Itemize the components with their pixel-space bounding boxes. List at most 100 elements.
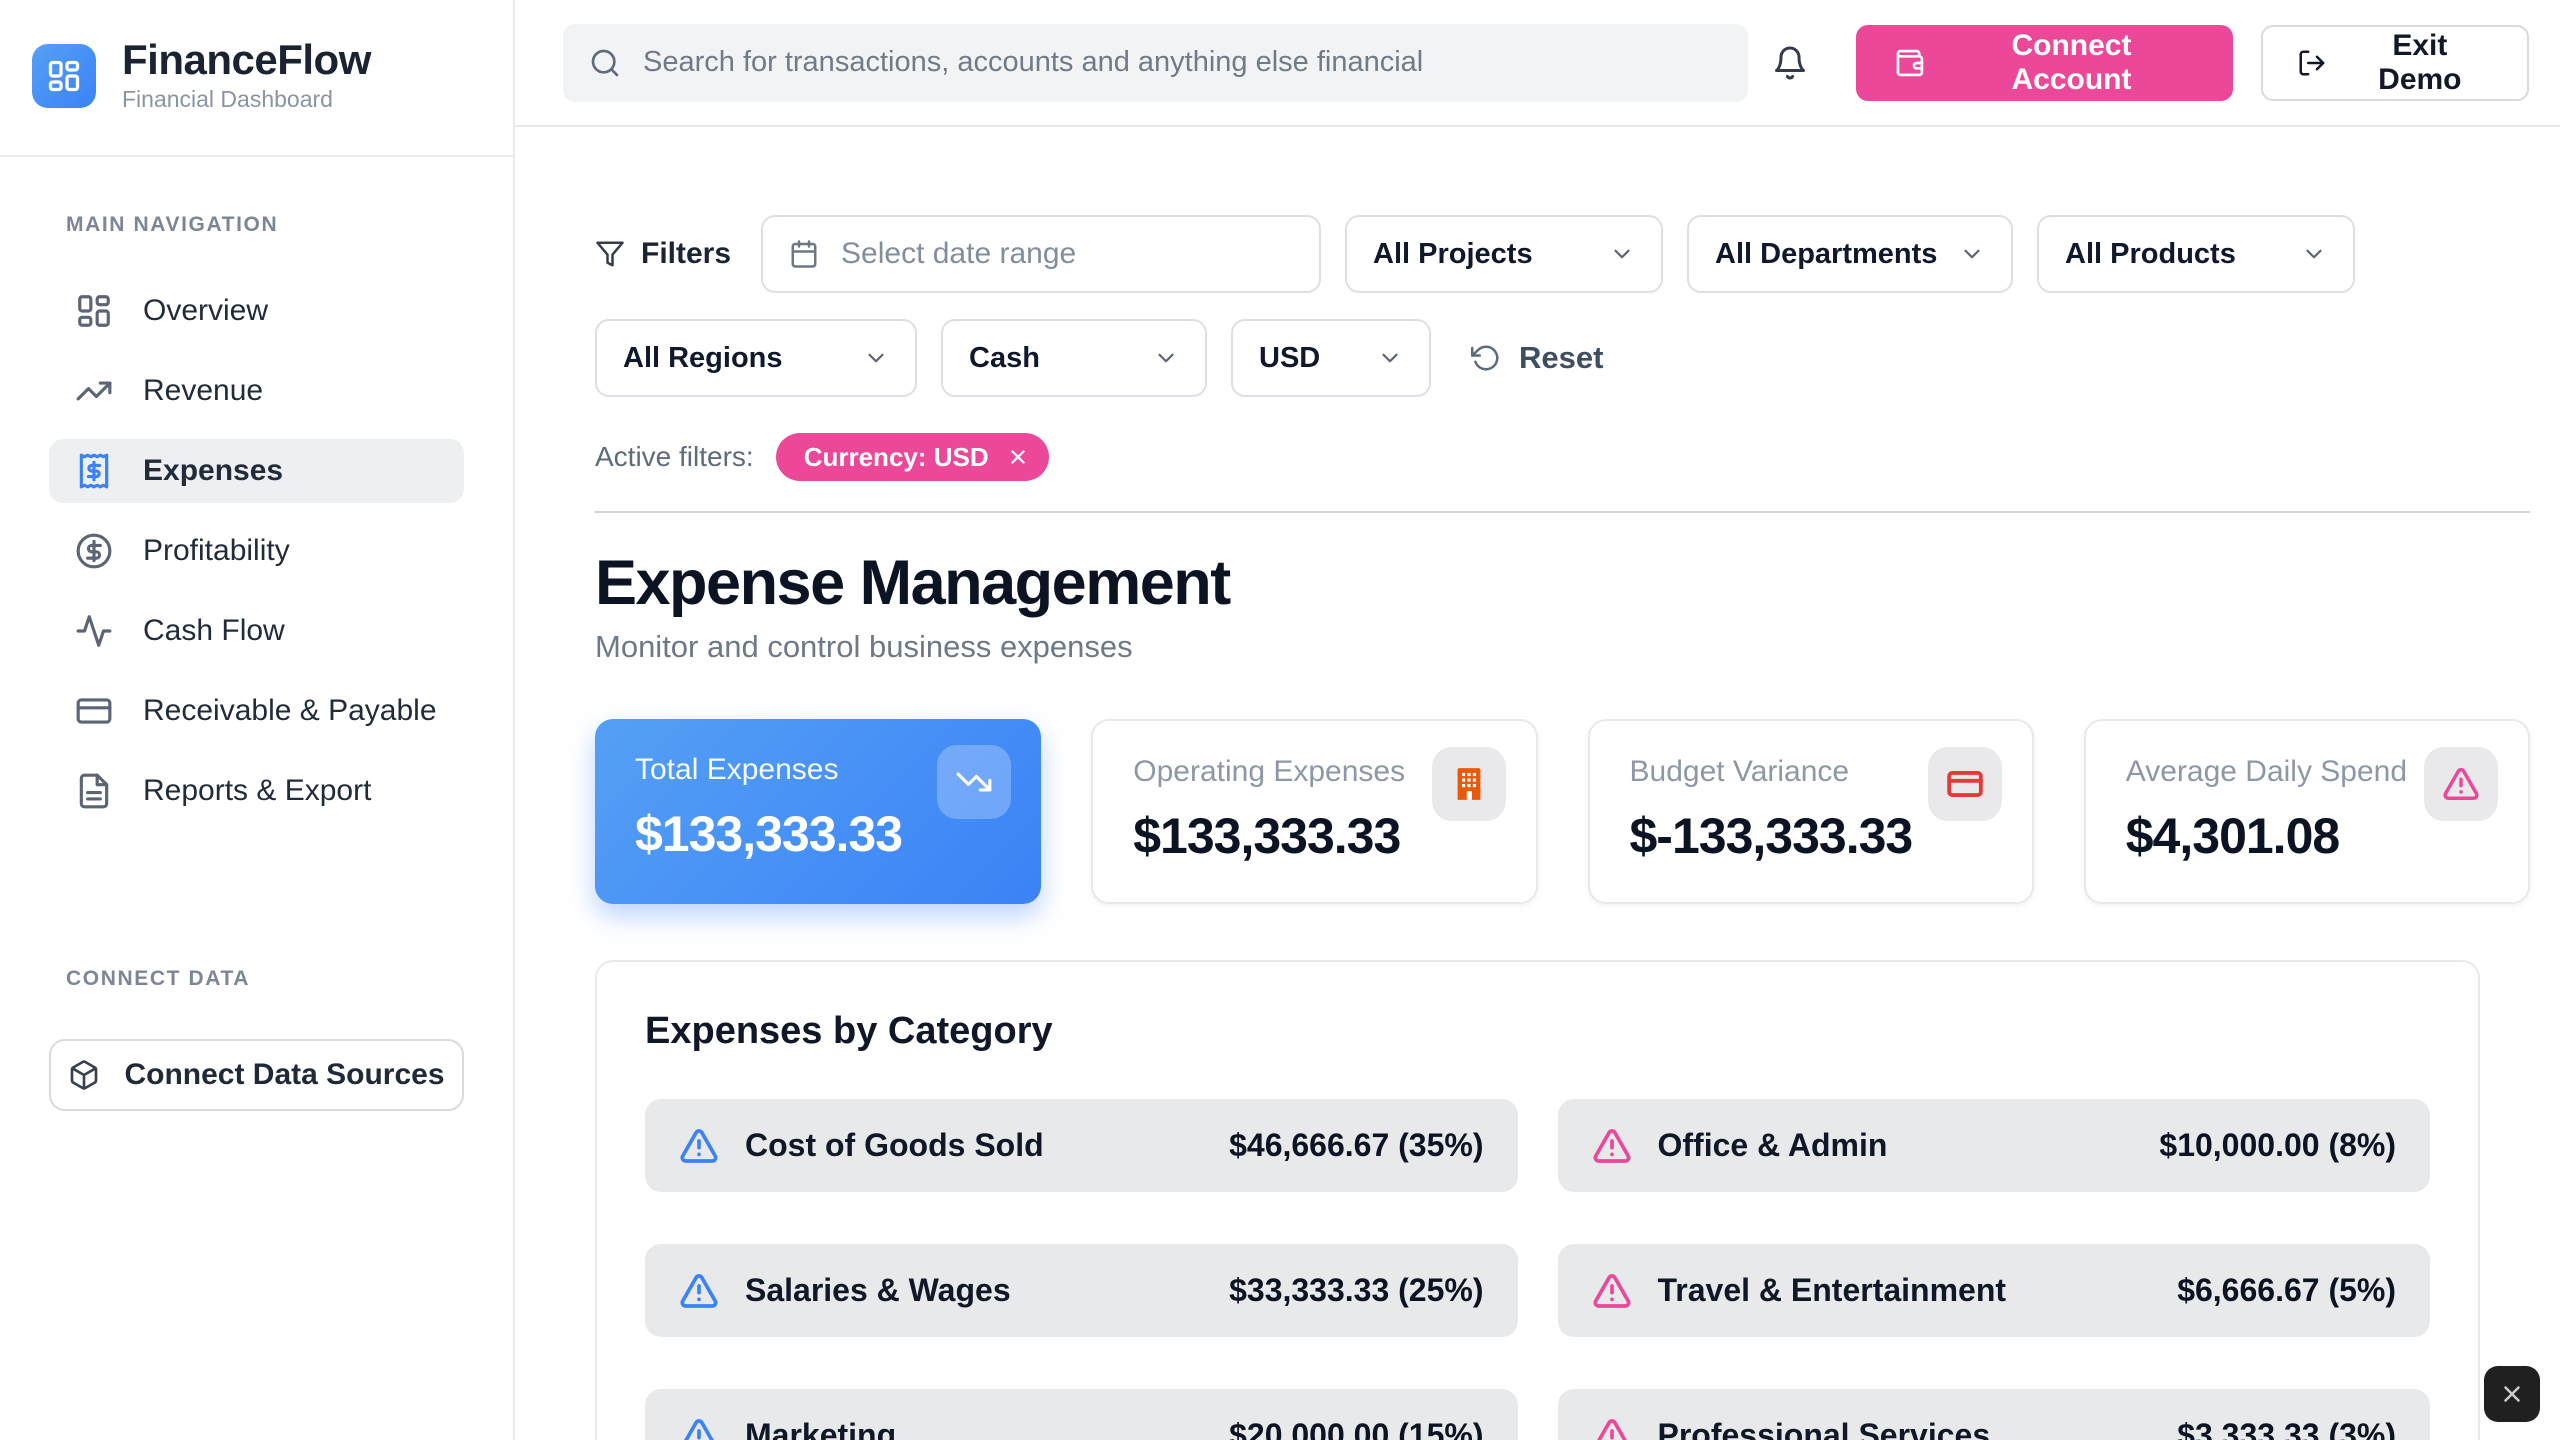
stat-label: Average Daily Spend [2125, 755, 2408, 788]
sidebar-item-label: Overview [143, 294, 269, 328]
alert-triangle-icon [1592, 1418, 1630, 1440]
connect-data-title: CONNECT DATA [66, 967, 251, 991]
brand-text: FinanceFlow Financial Dashboard [122, 36, 371, 113]
category-row-marketing: Marketing $20,000.00 (15%) [645, 1389, 1518, 1440]
stat-icon-badge [2424, 747, 2498, 821]
category-row-cost-of-goods-sold: Cost of Goods Sold $46,666.67 (35%) [645, 1099, 1518, 1192]
layout-grid-icon [78, 295, 110, 327]
chevron-down-icon [1614, 249, 1630, 259]
wallet-icon [1896, 49, 1924, 76]
section-divider [595, 511, 2530, 513]
connect-data-section: CONNECT DATA Connect Data Sources [0, 967, 513, 1112]
stat-cards: Total Expenses $133,333.33 Operating Exp… [595, 719, 2530, 904]
stat-icon-badge [1927, 747, 2002, 821]
page-title: Expense Management [595, 548, 1231, 618]
page-content: Filters Select date range All Projects A… [515, 127, 2560, 1440]
dollar-circle-icon [76, 533, 112, 569]
stat-card-average-daily-spend: Average Daily Spend $4,301.08 [2083, 719, 2530, 904]
sidebar-item-revenue[interactable]: Revenue [49, 359, 464, 423]
sidebar: FinanceFlow Financial Dashboard MAIN NAV… [0, 0, 515, 1440]
departments-select[interactable]: All Departments [1687, 215, 2014, 293]
connect-account-button[interactable]: Connect Account [1856, 24, 2233, 101]
trending-down-icon [956, 772, 992, 792]
sidebar-item-expenses[interactable]: Expenses [49, 439, 464, 504]
products-select[interactable]: All Products [2037, 215, 2356, 293]
expenses-by-category-title: Expenses by Category [645, 1010, 1053, 1052]
stat-card-budget-variance: Budget Variance $-133,333.33 [1587, 719, 2034, 904]
app-logo-icon [32, 43, 96, 108]
stat-value: $133,333.33 [635, 806, 903, 862]
sidebar-item-cash-flow[interactable]: Cash Flow [49, 599, 464, 663]
sidebar-item-label: Profitability [143, 534, 290, 568]
currency-filter-chip[interactable]: Currency: USD [775, 433, 1049, 481]
app-title: FinanceFlow [122, 36, 371, 83]
sidebar-item-label: Expenses [143, 454, 284, 488]
sidebar-item-profitability[interactable]: Profitability [49, 519, 464, 583]
stat-label: Total Expenses [635, 753, 839, 786]
regions-select[interactable]: All Regions [595, 319, 917, 397]
alert-triangle-icon [1592, 1273, 1630, 1308]
category-amount: $3,333.33 (3%) [2177, 1417, 2396, 1440]
category-amount: $46,666.67 (35%) [1229, 1127, 1484, 1163]
stat-icon-badge [1431, 747, 1506, 821]
sidebar-item-reports-export[interactable]: Reports & Export [49, 759, 464, 823]
active-filters-row: Active filters: Currency: USD [595, 433, 2530, 481]
category-row-professional-services: Professional Services $3,333.33 (3%) [1557, 1389, 2430, 1440]
notifications-button[interactable] [1772, 45, 1808, 81]
chevron-down-icon [1382, 353, 1398, 363]
stat-icon-badge [937, 745, 1012, 819]
main-navigation: MAIN NAVIGATION Overview Revenue Expense… [0, 157, 513, 839]
projects-select[interactable]: All Projects [1345, 215, 1664, 293]
credit-card-icon [1947, 771, 1983, 797]
category-amount: $10,000.00 (8%) [2159, 1127, 2396, 1163]
category-name: Office & Admin [1657, 1127, 1888, 1163]
category-name: Salaries & Wages [745, 1272, 1011, 1308]
date-range-input[interactable]: Select date range [761, 215, 1322, 293]
chevron-down-icon [1964, 249, 1980, 259]
currency-select[interactable]: USD [1231, 319, 1431, 397]
file-text-icon [79, 773, 109, 809]
active-filters-label: Active filters: [595, 441, 754, 472]
alert-triangle-icon [680, 1273, 718, 1308]
search-input[interactable] [643, 46, 1723, 79]
activity-icon [76, 615, 112, 647]
sidebar-item-receivable-payable[interactable]: Receivable & Payable [49, 679, 464, 743]
expenses-by-category-card: Expenses by Category Cost of Goods Sold … [595, 960, 2480, 1440]
sidebar-item-label: Cash Flow [143, 614, 285, 648]
stat-value: $-133,333.33 [1629, 808, 1914, 864]
x-icon[interactable] [1007, 446, 1029, 468]
date-range-placeholder: Select date range [841, 237, 1077, 270]
rotate-ccw-icon [1471, 345, 1499, 371]
sidebar-item-label: Receivable & Payable [143, 694, 437, 728]
alert-triangle-icon [1592, 1128, 1630, 1163]
category-row-office-admin: Office & Admin $10,000.00 (8%) [1557, 1099, 2430, 1192]
stat-label: Budget Variance [1629, 755, 1850, 788]
bell-icon [1775, 46, 1806, 80]
connect-data-sources-button[interactable]: Connect Data Sources [49, 1039, 464, 1112]
category-amount: $33,333.33 (25%) [1229, 1272, 1484, 1308]
category-grid: Cost of Goods Sold $46,666.67 (35%) Offi… [645, 1099, 2430, 1440]
alert-triangle-icon [680, 1418, 718, 1440]
stat-value: $4,301.08 [2125, 808, 2340, 864]
nav-section-title: MAIN NAVIGATION [66, 213, 279, 237]
search-bar[interactable] [563, 23, 1749, 102]
cash-select[interactable]: Cash [941, 319, 1207, 397]
stat-label: Operating Expenses [1133, 755, 1406, 788]
page-subtitle: Monitor and control business expenses [595, 629, 1133, 664]
sidebar-item-overview[interactable]: Overview [49, 279, 464, 343]
chevron-down-icon [2306, 249, 2322, 259]
trending-up-icon [76, 381, 112, 401]
chevron-down-icon [868, 353, 884, 363]
top-bar: Connect Account Exit Demo [515, 0, 2560, 127]
funnel-icon [596, 241, 624, 267]
category-name: Professional Services [1657, 1417, 1991, 1440]
building-icon [1455, 766, 1482, 802]
exit-demo-button[interactable]: Exit Demo [2260, 24, 2529, 101]
filters-row-2: All Regions Cash USD Reset [595, 319, 2530, 397]
close-overlay-button[interactable] [2484, 1366, 2540, 1422]
reset-filters-button[interactable]: Reset [1471, 340, 1603, 376]
sidebar-item-label: Revenue [143, 374, 264, 408]
calendar-icon [791, 240, 817, 268]
chevron-down-icon [1158, 353, 1174, 363]
